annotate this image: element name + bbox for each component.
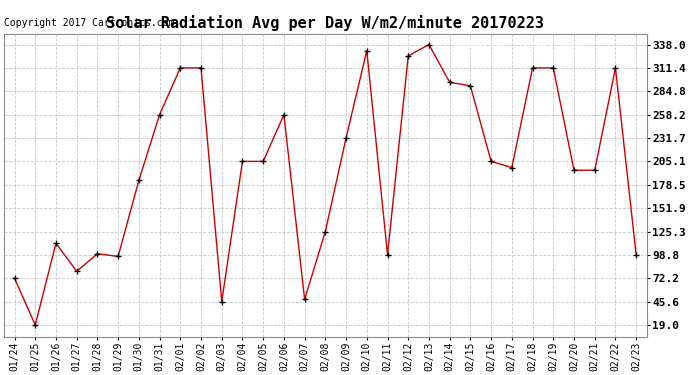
- Title: Solar Radiation Avg per Day W/m2/minute 20170223: Solar Radiation Avg per Day W/m2/minute …: [106, 15, 544, 32]
- Text: Copyright 2017 Cartronics.com: Copyright 2017 Cartronics.com: [4, 18, 175, 28]
